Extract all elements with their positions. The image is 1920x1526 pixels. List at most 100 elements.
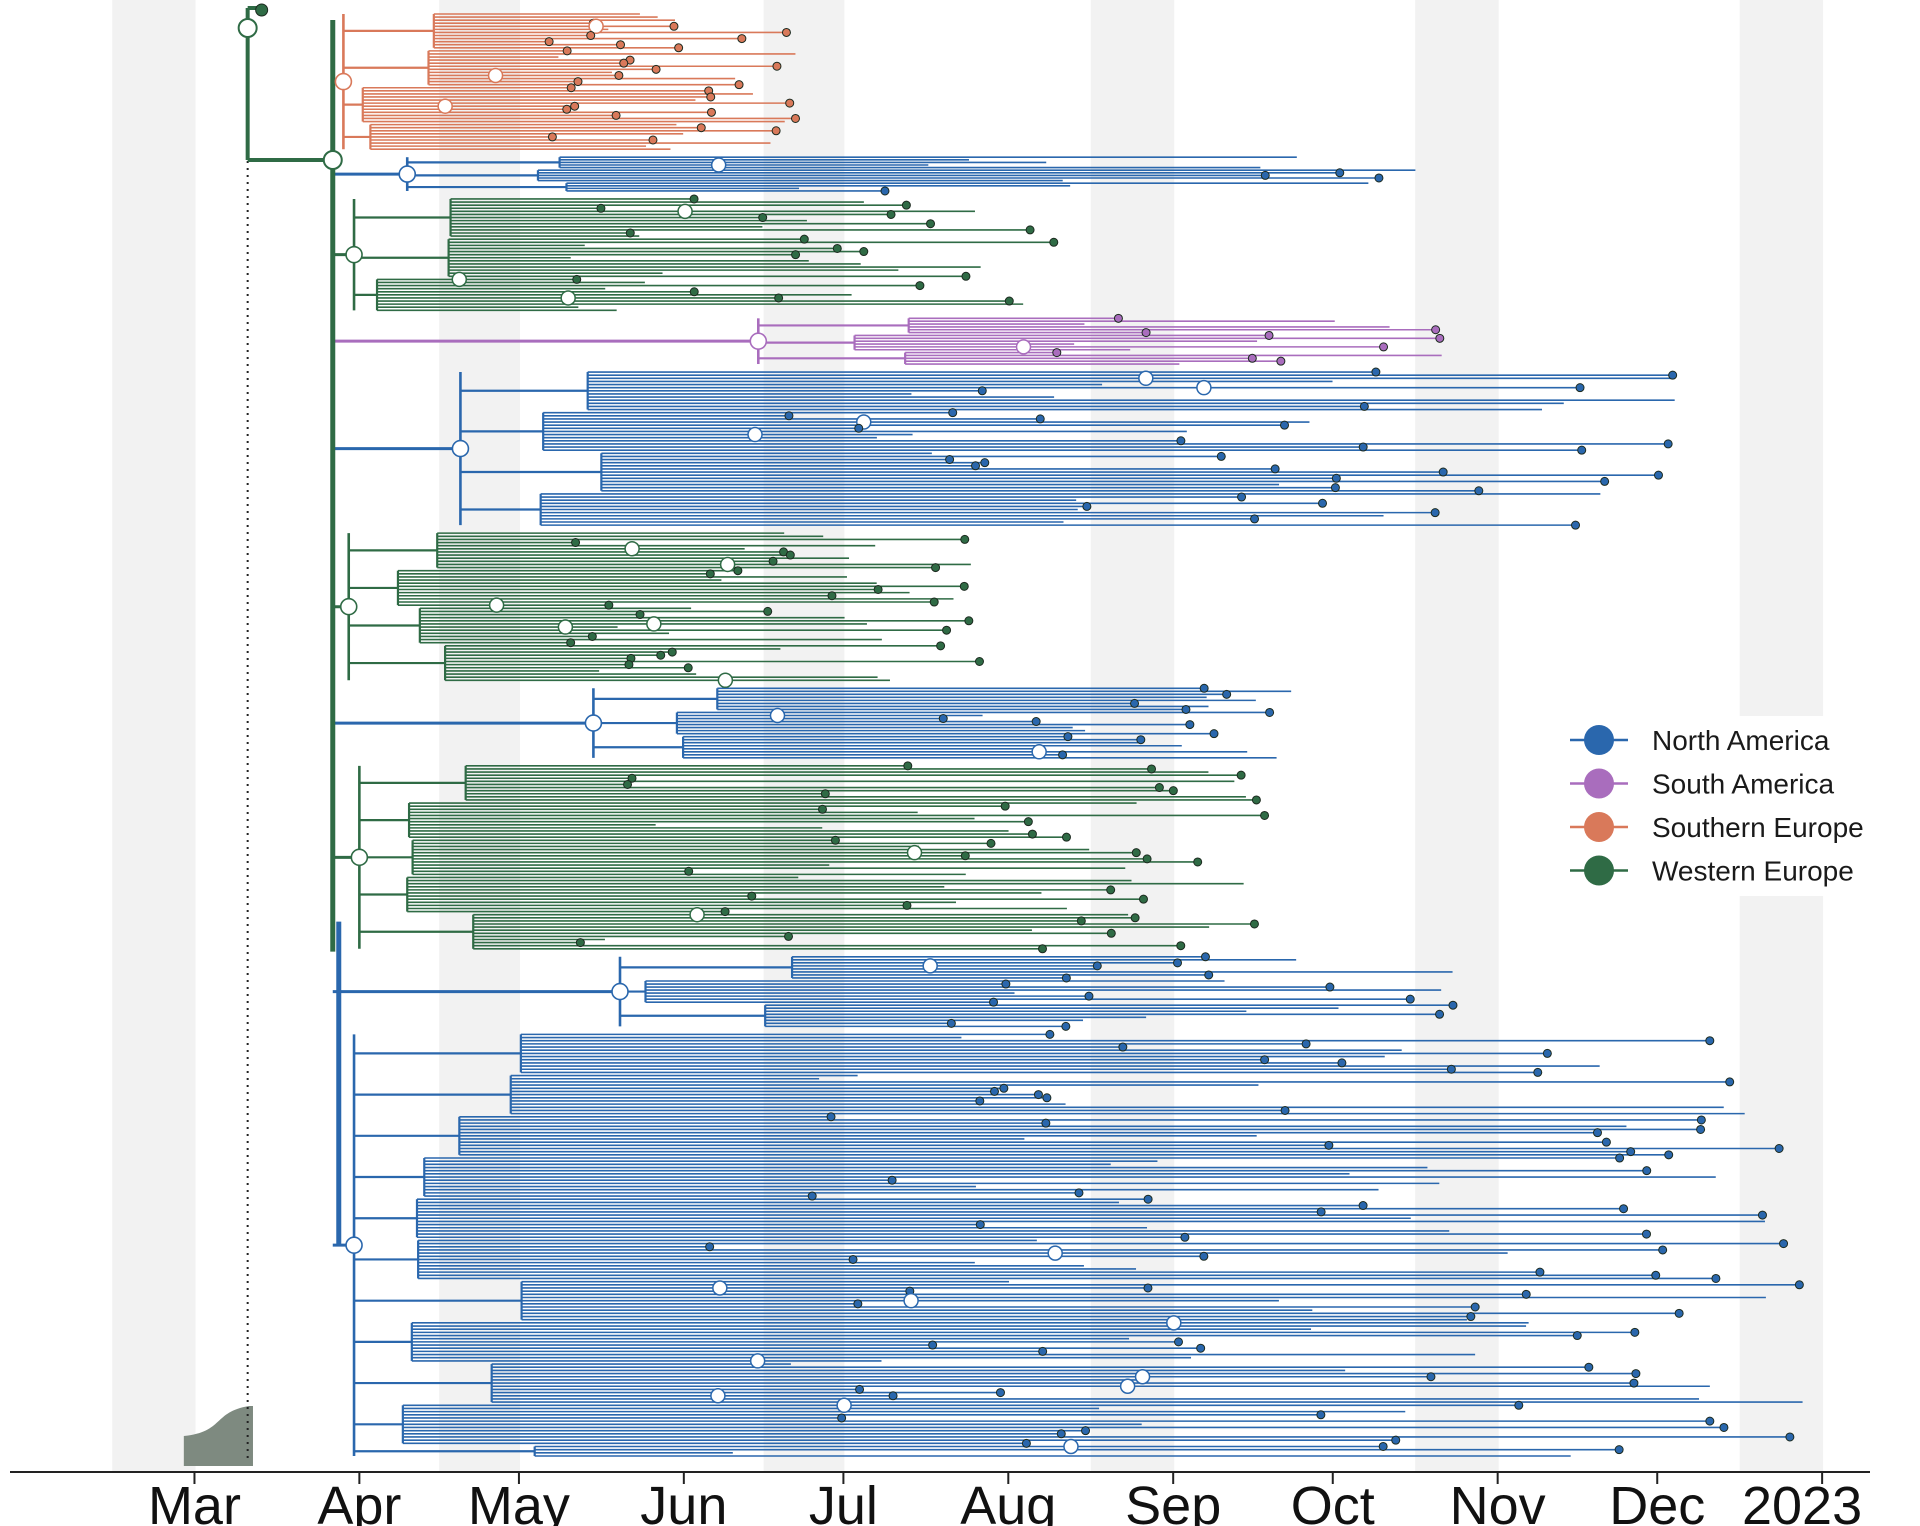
tip-node [1061, 1021, 1071, 1031]
tip-node [1794, 1280, 1804, 1290]
tip-node [1571, 520, 1581, 530]
tip-node [938, 714, 948, 724]
legend-swatch-dot [1584, 725, 1614, 755]
tip-node [1330, 483, 1340, 493]
tip-node [1143, 1283, 1153, 1293]
ancestral-node [1063, 1438, 1079, 1455]
tip-node [784, 411, 794, 421]
tip-node [1130, 698, 1140, 708]
tip-node [1113, 313, 1123, 323]
tip-node [1641, 1229, 1651, 1239]
x-tick-label: Apr [317, 1476, 401, 1526]
tip-node [624, 660, 634, 670]
tip-node [1280, 1105, 1290, 1115]
ancestral-node [710, 157, 727, 173]
tip-node [1584, 1362, 1594, 1372]
tip-node [1130, 913, 1140, 923]
tip-node [1577, 445, 1587, 455]
tip-node [931, 563, 941, 573]
tip-node [763, 606, 773, 616]
tip-node [1141, 328, 1151, 338]
tip-node [986, 838, 996, 848]
tip-node [706, 92, 716, 102]
legend-label: Western Europe [1652, 856, 1854, 887]
tip-node [669, 21, 679, 31]
ancestral-node [903, 1292, 919, 1309]
tip-node [562, 104, 572, 114]
ancestral-node [350, 848, 369, 867]
tip-node [1247, 353, 1257, 363]
legend-label: South America [1652, 769, 1835, 800]
tip-node [623, 779, 633, 789]
tip-node [1004, 296, 1014, 306]
tip-node [1658, 1245, 1668, 1255]
tip-node [1270, 464, 1280, 474]
root-date-density [183, 1406, 253, 1466]
tip-node [1378, 1441, 1388, 1451]
ancestral-node [451, 439, 470, 458]
tip-node [720, 907, 730, 917]
tip-node [1601, 1137, 1611, 1147]
tip-node [1335, 168, 1345, 178]
tip-node [1316, 1410, 1326, 1420]
tip-node [1118, 1042, 1128, 1052]
tip-node [1379, 342, 1389, 352]
tip-node [1154, 783, 1164, 793]
tip-node [837, 1413, 847, 1423]
tip-node [1705, 1416, 1715, 1426]
tip-node [1023, 817, 1033, 827]
ancestral-node [1138, 370, 1154, 387]
tip-node [887, 1175, 897, 1185]
tip-node [790, 113, 800, 123]
tip-node [1035, 414, 1045, 424]
tip-node [1180, 1232, 1190, 1242]
tip-node [964, 616, 974, 626]
tip-node [1325, 982, 1335, 992]
tip-node [999, 1083, 1009, 1093]
tip-node [1600, 476, 1610, 486]
tip-node [1058, 750, 1068, 760]
tip-node [817, 804, 827, 814]
ancestral-node [487, 67, 504, 84]
tip-node [255, 3, 269, 17]
tip-node [1092, 961, 1102, 971]
tip-node [1431, 325, 1441, 335]
tip-node [627, 773, 637, 783]
ancestral-node [1119, 1378, 1136, 1395]
tip-node [705, 569, 715, 579]
tip-node [1076, 916, 1086, 926]
tip-node [886, 209, 896, 219]
tip-node [706, 107, 716, 117]
tip-node [1474, 486, 1484, 496]
legend-label: North America [1652, 725, 1830, 756]
tip-node [799, 234, 809, 244]
tip-node [772, 61, 782, 71]
tip-node [1391, 1435, 1401, 1445]
tip-node [1619, 1204, 1629, 1214]
tip-node [1711, 1273, 1721, 1283]
tip-node [1405, 994, 1415, 1004]
tip-node [587, 631, 597, 641]
tip-node [974, 656, 984, 666]
ancestral-node [334, 72, 353, 91]
tip-node [1653, 470, 1663, 480]
ancestral-node [677, 203, 693, 220]
tip-node [1237, 492, 1247, 502]
tip-node [1084, 991, 1094, 1001]
tip-node [785, 550, 795, 560]
tip-node [1696, 1115, 1706, 1125]
tip-node [614, 70, 624, 80]
tip-node [1063, 732, 1073, 742]
ancestral-node [749, 332, 768, 350]
tip-node [1324, 1140, 1334, 1150]
ancestral-node [710, 1388, 726, 1404]
x-axis: Mar Apr May Jun Jul Aug Sep Oct Nov Dec 2023 [10, 1471, 1870, 1526]
tip-node [683, 663, 693, 673]
tip-node [1025, 225, 1035, 235]
tip-node [1446, 1064, 1456, 1074]
tip-node [1031, 717, 1041, 727]
tip-node [995, 1388, 1005, 1398]
tip-node [572, 274, 582, 284]
tip-node [1435, 333, 1445, 343]
ancestral-node [712, 1280, 728, 1296]
